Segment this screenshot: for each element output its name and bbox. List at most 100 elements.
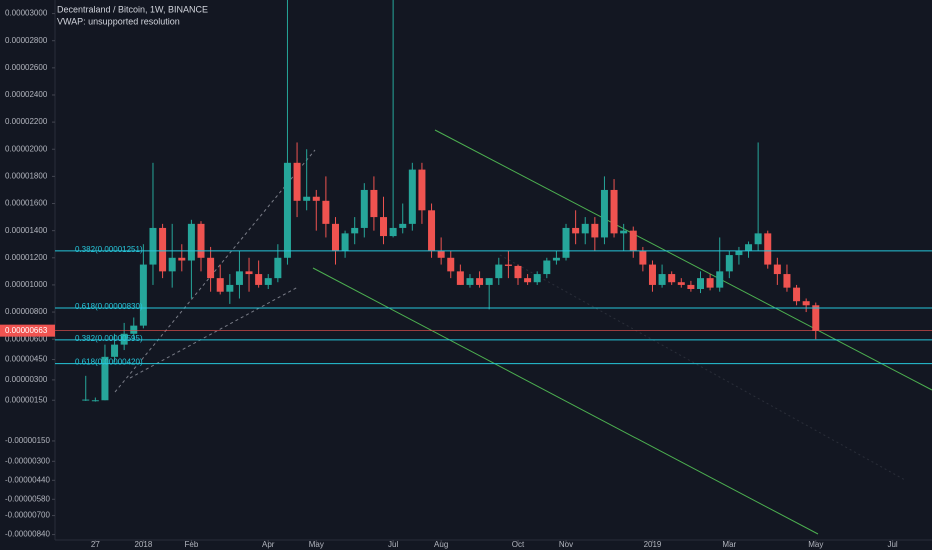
candle-body — [159, 227, 167, 272]
candle-body — [697, 278, 705, 289]
y-tick-label: -0.00000440 — [5, 475, 50, 484]
x-tick-label: Mar — [722, 540, 736, 549]
y-tick-label: 0.00001000 — [5, 280, 48, 289]
candle-body — [524, 278, 532, 283]
x-tick-label: Jul — [887, 540, 897, 549]
candle-body — [764, 233, 772, 265]
trend-line — [129, 286, 299, 379]
trend-line — [434, 129, 932, 391]
fib-level-label: 0.618(0.00000420) — [75, 358, 143, 367]
candle-body — [226, 284, 234, 292]
candle-body — [149, 227, 157, 265]
candle-body — [235, 271, 243, 285]
x-tick-label: May — [808, 540, 823, 549]
y-tick-label: 0.00000300 — [5, 375, 48, 384]
x-tick-label: Nov — [559, 540, 573, 549]
candle-body — [620, 230, 628, 234]
y-tick-label: 0.00000600 — [5, 334, 48, 343]
candle-body — [533, 274, 541, 283]
candle-body — [485, 278, 493, 285]
candle-body — [543, 260, 551, 275]
candle-body — [303, 196, 311, 201]
candle-body — [216, 278, 224, 292]
y-tick-label: 0.00002400 — [5, 90, 48, 99]
candle-body — [687, 284, 695, 289]
candle-body — [466, 278, 474, 285]
fib-level-label: 0.382(0.00001251) — [75, 245, 143, 254]
fib-level-label: 0.382(0.00000595) — [75, 334, 143, 343]
candle-body — [130, 325, 138, 334]
candle-body — [120, 333, 128, 345]
candle-body — [139, 264, 147, 326]
candle-body — [783, 274, 791, 288]
candle-body — [572, 227, 580, 234]
candle-body — [802, 301, 810, 306]
x-tick-label: Jul — [388, 540, 398, 549]
trend-line — [499, 254, 906, 481]
candle-body — [639, 251, 647, 265]
y-tick-label: 0.00003000 — [5, 9, 48, 18]
candle-body — [812, 305, 820, 331]
y-tick-label: -0.00000300 — [5, 456, 50, 465]
candle-body — [82, 399, 90, 401]
trend-line — [312, 267, 819, 535]
candle-body — [658, 274, 666, 285]
candle-body — [351, 227, 359, 234]
candle-body — [274, 257, 282, 279]
candle-body — [245, 271, 253, 275]
candle-body — [389, 227, 397, 237]
y-tick-label: 0.00002000 — [5, 144, 48, 153]
candle-body — [341, 233, 349, 252]
y-tick-label: 0.00000150 — [5, 395, 48, 404]
candle-body — [456, 271, 464, 285]
candle-body — [773, 264, 781, 275]
candle-body — [610, 189, 618, 234]
candle-body — [706, 278, 714, 288]
y-tick-label: 0.00001200 — [5, 253, 48, 262]
x-tick-label: Apr — [262, 540, 275, 549]
y-tick-label: -0.00000580 — [5, 494, 50, 503]
y-tick-label: -0.00000840 — [5, 530, 50, 539]
candle-body — [360, 189, 368, 228]
fib-level-label: 0.618(0.00000830) — [75, 302, 143, 311]
candle-body — [187, 223, 195, 261]
candle-body — [735, 251, 743, 256]
candle-body — [322, 200, 330, 224]
y-tick-label: 0.00002600 — [5, 63, 48, 72]
candle-body — [562, 227, 570, 258]
candle-body — [408, 169, 416, 224]
candle-body — [476, 278, 484, 285]
trend-line — [114, 149, 316, 393]
candle-body — [437, 251, 445, 258]
x-tick-label: 2018 — [134, 540, 152, 549]
y-tick-label: 0.00000450 — [5, 355, 48, 364]
candle-body — [447, 257, 455, 272]
candle-body — [716, 271, 724, 288]
candle-body — [197, 223, 205, 258]
candle-body — [101, 356, 109, 401]
y-tick-label: 0.00001600 — [5, 199, 48, 208]
candle-body — [207, 257, 215, 279]
candle-body — [754, 233, 762, 245]
y-tick-label: 0.00001800 — [5, 171, 48, 180]
chart-title: Decentraland / Bitcoin, 1W, BINANCE — [57, 4, 208, 14]
candle-body — [514, 265, 522, 279]
y-tick-label: 0.00002800 — [5, 36, 48, 45]
candle-body — [168, 257, 176, 272]
candle-body — [255, 274, 263, 285]
y-tick-label: 0.00002200 — [5, 117, 48, 126]
y-tick-label: -0.00000700 — [5, 511, 50, 520]
candle-body — [370, 189, 378, 218]
candle-body — [418, 169, 426, 211]
candle-body — [591, 223, 599, 238]
candle-body — [495, 264, 503, 279]
x-tick-label: Feb — [185, 540, 199, 549]
candle-body — [648, 264, 656, 285]
candle-body — [380, 217, 388, 237]
y-tick-label: -0.00000150 — [5, 436, 50, 445]
candle-body — [293, 162, 301, 201]
candle-body — [428, 210, 436, 252]
x-tick-label: May — [309, 540, 324, 549]
x-tick-label: 2019 — [644, 540, 662, 549]
